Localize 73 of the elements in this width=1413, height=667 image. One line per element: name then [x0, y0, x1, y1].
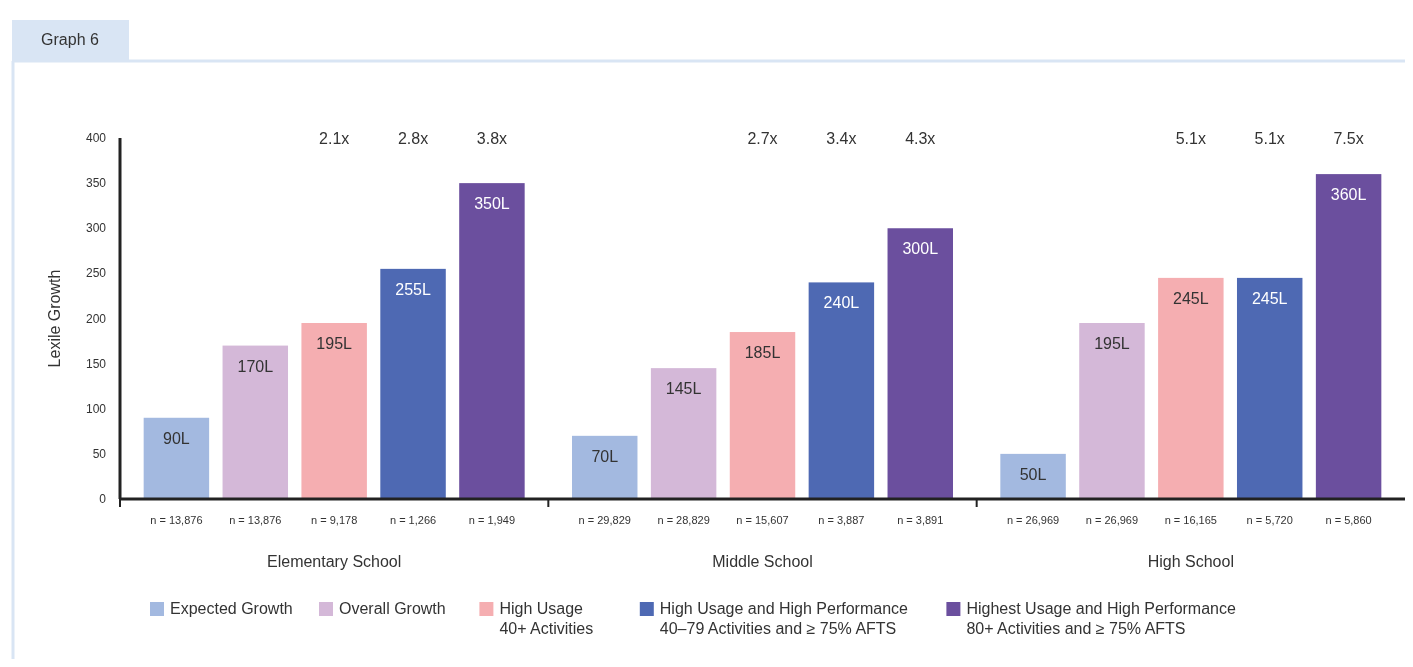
bar [729, 332, 796, 499]
bar [808, 282, 875, 499]
annotation: 5.1x [1254, 130, 1285, 147]
data-label: 350L [474, 195, 510, 213]
bar [380, 268, 446, 499]
bar [1079, 323, 1145, 499]
x-tick-label: Middle School [712, 553, 813, 570]
annotation: 2.1x [319, 130, 350, 147]
y-tick-label: 400 [85, 131, 107, 145]
bar [650, 368, 717, 499]
y-tick-label: 150 [85, 356, 107, 371]
legend-label: Expected Growth [170, 600, 293, 617]
data-label: 245L [1251, 289, 1288, 307]
y-tick-label: 200 [85, 311, 107, 326]
text: n = 16,165 [1164, 514, 1217, 526]
data-label: 145L [665, 380, 702, 398]
text: n = 29,829 [578, 514, 631, 526]
annotation: 5.1x [1175, 130, 1206, 147]
bar [572, 435, 638, 499]
text: n = 9,178 [311, 514, 358, 526]
annotation: 4.3x [905, 130, 936, 147]
data-label: 170L [237, 357, 274, 375]
annotation: 7.5x [1333, 130, 1364, 147]
chart-title: Graph 6 [41, 31, 100, 48]
text: n = 1,266 [389, 514, 437, 526]
data-label: 185L [744, 344, 781, 362]
data-label: 70L [591, 447, 619, 465]
bar [222, 345, 289, 499]
y-tick-label: 300 [85, 221, 107, 236]
data-label: 360L [1330, 186, 1367, 204]
bar [459, 183, 525, 499]
annotation: 2.8x [397, 130, 429, 147]
legend-label: Overall Growth [339, 600, 446, 617]
bar [1158, 277, 1224, 499]
y-tick-label: 350 [85, 176, 107, 191]
data-label: 240L [823, 294, 860, 312]
text: n = 1,949 [468, 514, 516, 526]
legend-label: High Usage and High Performance 40–79 Activities and ≥ 75% AFTS [659, 600, 909, 637]
x-tick-label: Elementary School [267, 553, 402, 570]
bar [1315, 174, 1382, 499]
bar [887, 228, 953, 499]
text: n = 26,969 [1085, 514, 1139, 526]
y-tick-label: 50 [92, 446, 107, 461]
legend-label: High Usage 40+ Activities [499, 600, 594, 637]
legend-label: Highest Usage and High Performance 80+ Activities and ≥ 75% AFTS [966, 600, 1236, 637]
data-label: 50L [1019, 465, 1047, 483]
text: n = 13,876 [150, 514, 203, 526]
y-tick-label: 0 [99, 492, 107, 506]
x-tick-label: High School [1147, 553, 1234, 570]
y-tick-label: 250 [85, 266, 107, 281]
data-label: 245L [1173, 289, 1209, 307]
text: n = 3,891 [897, 514, 944, 526]
text: n = 3,887 [818, 514, 865, 526]
annotation: 3.4x [826, 130, 857, 147]
y-axis-title: Lexile Growth [46, 269, 63, 368]
data-label: 90L [163, 429, 190, 447]
text: n = 13,876 [229, 514, 282, 526]
y-tick-label: 100 [85, 401, 107, 416]
text: n = 5,860 [1325, 514, 1372, 526]
data-label: 195L [1094, 335, 1130, 353]
data-label: 300L [902, 240, 939, 258]
text: n = 28,829 [657, 514, 710, 526]
bar [1236, 277, 1303, 499]
bar [1000, 453, 1066, 499]
text: n = 15,607 [736, 514, 789, 526]
bar [143, 417, 210, 499]
annotation: 3.8x [476, 130, 508, 147]
text: n = 26,969 [1006, 514, 1060, 526]
data-label: 255L [395, 280, 431, 298]
bar [301, 323, 367, 499]
annotation: 2.7x [747, 130, 778, 147]
text: n = 5,720 [1246, 514, 1293, 526]
data-label: 195L [316, 335, 353, 353]
